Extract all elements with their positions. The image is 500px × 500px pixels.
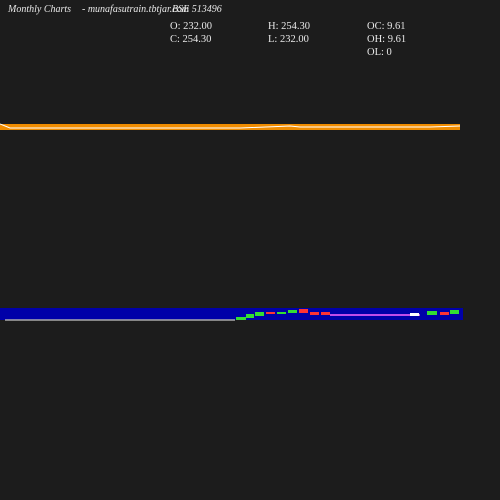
candle bbox=[266, 312, 275, 314]
candle bbox=[450, 310, 459, 314]
candle bbox=[440, 312, 449, 315]
period-label: Monthly Charts bbox=[8, 4, 72, 15]
candle bbox=[277, 312, 286, 314]
candle bbox=[427, 311, 437, 315]
candle bbox=[299, 309, 308, 313]
oh-stat: OH: 9.61 bbox=[367, 34, 407, 45]
price-line bbox=[0, 123, 461, 129]
high-stat: H: 254.30 bbox=[268, 21, 310, 32]
price-band bbox=[0, 308, 463, 320]
candles bbox=[236, 309, 459, 320]
candle bbox=[410, 313, 419, 316]
candle bbox=[310, 312, 319, 315]
volume-band bbox=[0, 124, 460, 130]
candle bbox=[288, 310, 297, 313]
candle bbox=[246, 314, 254, 318]
low-stat: L: 232.00 bbox=[268, 34, 309, 45]
open-stat: O: 232.00 bbox=[170, 21, 212, 32]
oc-stat: OC: 9.61 bbox=[367, 21, 406, 32]
close-stat: C: 254.30 bbox=[170, 34, 212, 45]
candle bbox=[255, 312, 264, 316]
candle bbox=[321, 312, 330, 315]
symbol-label: BSE 513496 bbox=[172, 4, 222, 15]
site-label: - munafasutrain.tbtjar.com bbox=[82, 4, 189, 15]
candle bbox=[236, 317, 246, 320]
ol-stat: OL: 0 bbox=[367, 47, 392, 58]
